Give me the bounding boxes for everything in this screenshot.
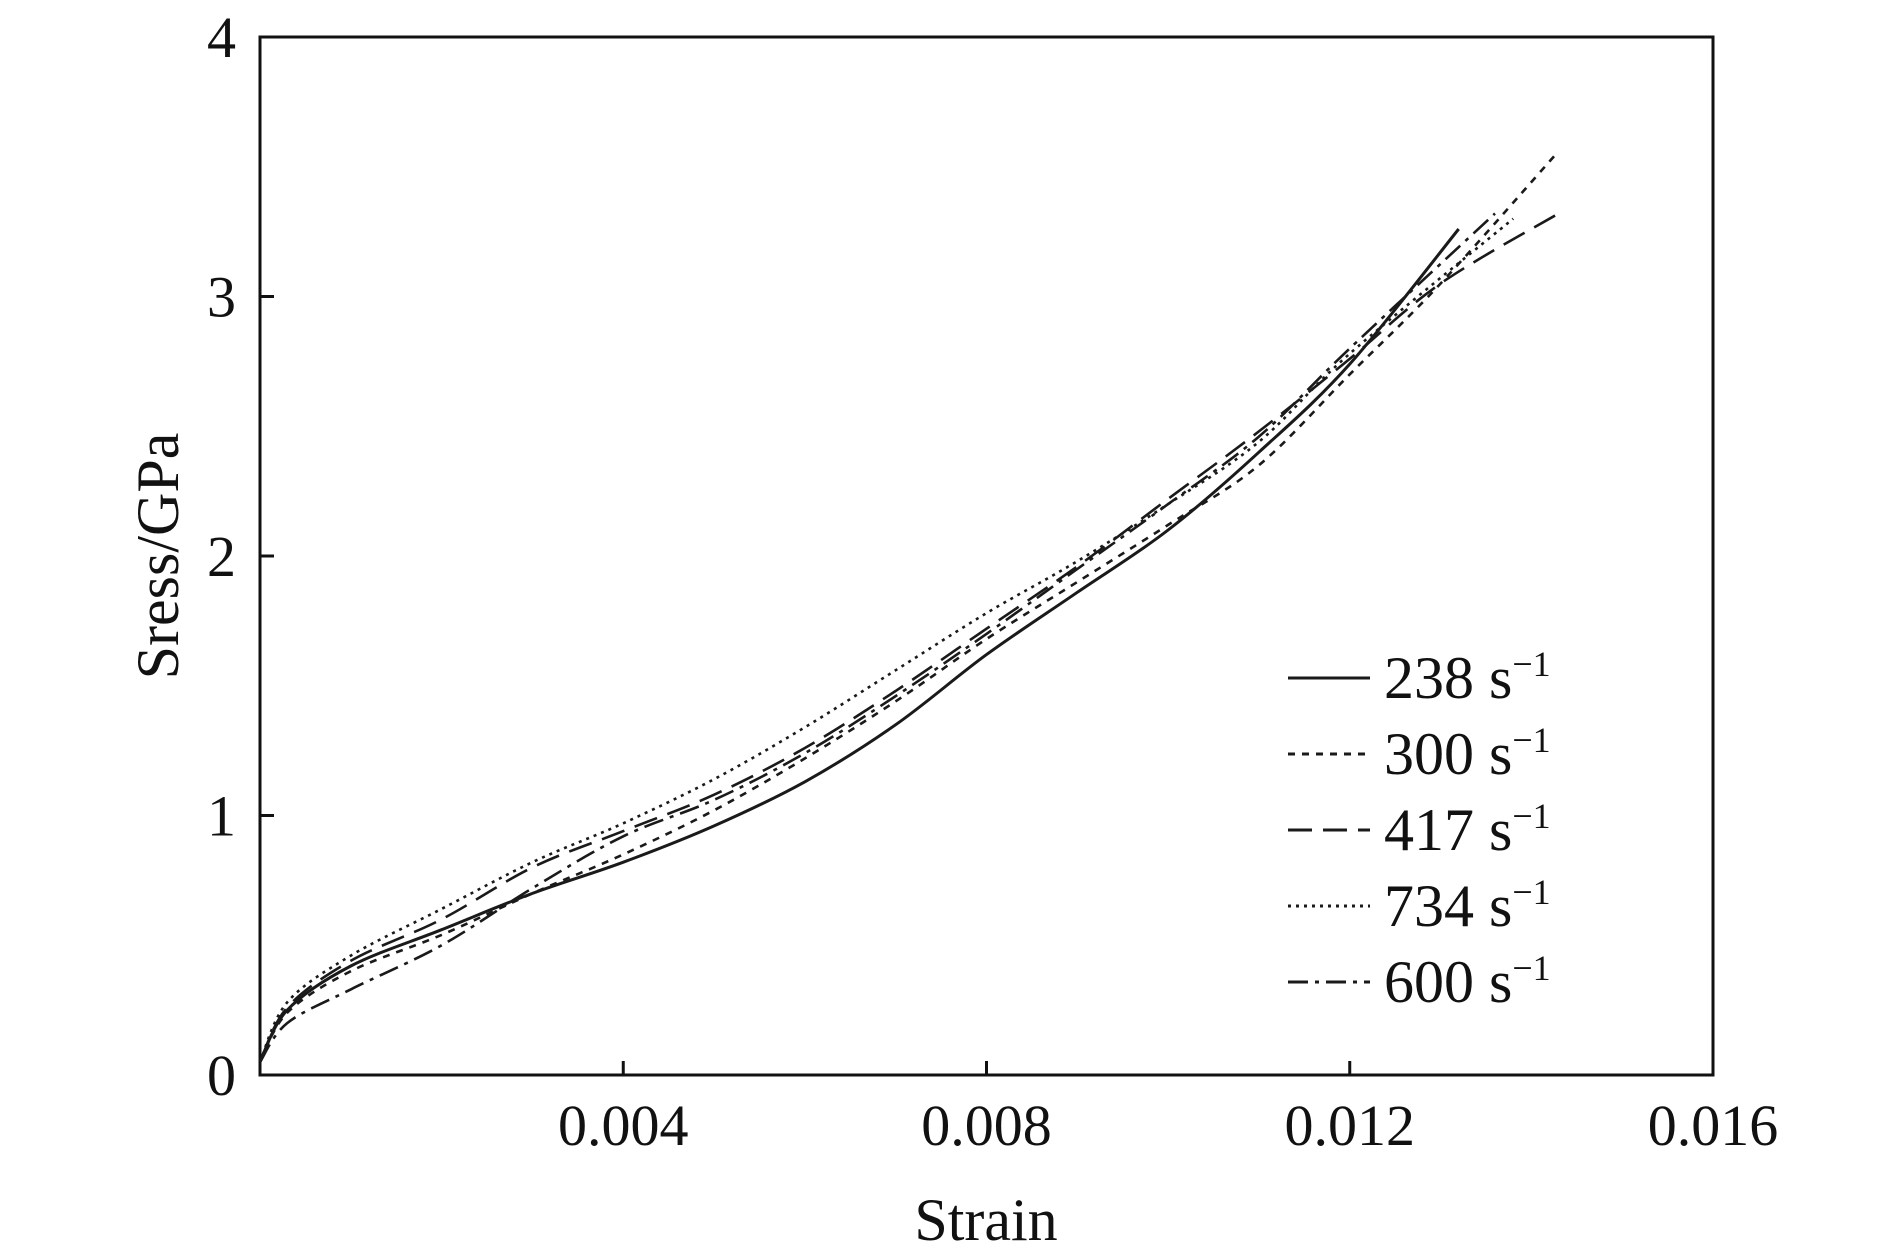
y-tick-label: 0 — [207, 1043, 236, 1108]
legend-label-2: 300 s−1 — [1384, 720, 1551, 787]
x-axis-title: Strain — [914, 1187, 1057, 1244]
legend-label-1: 238 s−1 — [1384, 644, 1551, 711]
x-tick-label: 0.012 — [1285, 1093, 1416, 1158]
y-tick-label: 4 — [207, 5, 236, 70]
legend-label-5: 600 s−1 — [1384, 948, 1551, 1015]
series-line-3 — [258, 212, 1560, 1063]
x-axis-ticks: 0.004 0.008 0.012 0.016 — [558, 1061, 1778, 1158]
series-line-1 — [258, 228, 1460, 1063]
x-tick-label: 0.004 — [558, 1093, 689, 1158]
series-line-4 — [258, 217, 1515, 1063]
x-tick-label: 0.016 — [1648, 1093, 1779, 1158]
y-axis-title: Sress/GPa — [125, 433, 191, 680]
y-axis-ticks: 0 1 2 3 4 — [207, 5, 274, 1108]
series-line-2 — [258, 150, 1560, 1063]
y-tick-label: 1 — [207, 784, 236, 849]
y-tick-label: 2 — [207, 524, 236, 589]
legend: 238 s−1 300 s−1 417 s−1 734 s−1 600 s−1 — [1288, 644, 1551, 1015]
legend-label-4: 734 s−1 — [1384, 872, 1551, 939]
y-tick-label: 3 — [207, 265, 236, 330]
x-tick-label: 0.008 — [921, 1093, 1052, 1158]
legend-label-3: 417 s−1 — [1384, 796, 1551, 863]
series-line-5 — [258, 212, 1496, 1063]
series-layer — [258, 150, 1560, 1063]
